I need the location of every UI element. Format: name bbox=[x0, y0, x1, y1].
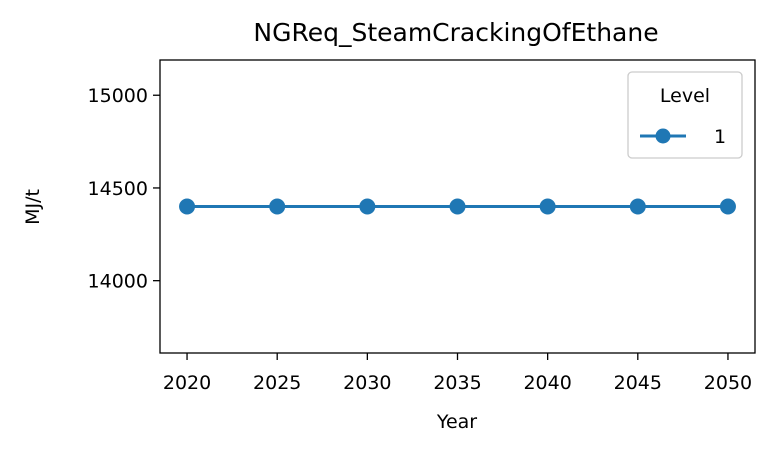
x-tick-label: 2035 bbox=[433, 372, 481, 394]
x-axis: 2020 2025 2030 2035 2040 2045 2050 bbox=[163, 353, 752, 394]
data-point bbox=[449, 198, 466, 215]
x-tick-label: 2020 bbox=[163, 372, 211, 394]
legend: Level 1 bbox=[627, 71, 743, 159]
x-tick-label: 2050 bbox=[704, 372, 752, 394]
x-tick-label: 2025 bbox=[253, 372, 301, 394]
y-tick-label: 14000 bbox=[88, 271, 148, 293]
series-layer bbox=[179, 198, 736, 215]
y-tick-label: 14500 bbox=[88, 178, 148, 200]
legend-title: Level bbox=[660, 85, 710, 107]
x-tick-label: 2045 bbox=[614, 372, 662, 394]
legend-marker-swatch bbox=[655, 128, 671, 144]
y-tick-label: 15000 bbox=[88, 85, 148, 107]
data-point bbox=[269, 198, 286, 215]
data-point bbox=[539, 198, 556, 215]
chart-title: NGReq_SteamCrackingOfEthane bbox=[253, 18, 658, 47]
data-point bbox=[629, 198, 646, 215]
y-axis-label: MJ/t bbox=[22, 189, 44, 225]
legend-entry-label: 1 bbox=[714, 126, 726, 148]
x-tick-label: 2040 bbox=[523, 372, 571, 394]
x-tick-label: 2030 bbox=[343, 372, 391, 394]
data-point bbox=[179, 198, 196, 215]
x-axis-label: Year bbox=[436, 411, 477, 433]
data-point bbox=[719, 198, 736, 215]
y-axis: 14000 14500 15000 bbox=[88, 85, 160, 293]
data-point bbox=[359, 198, 376, 215]
